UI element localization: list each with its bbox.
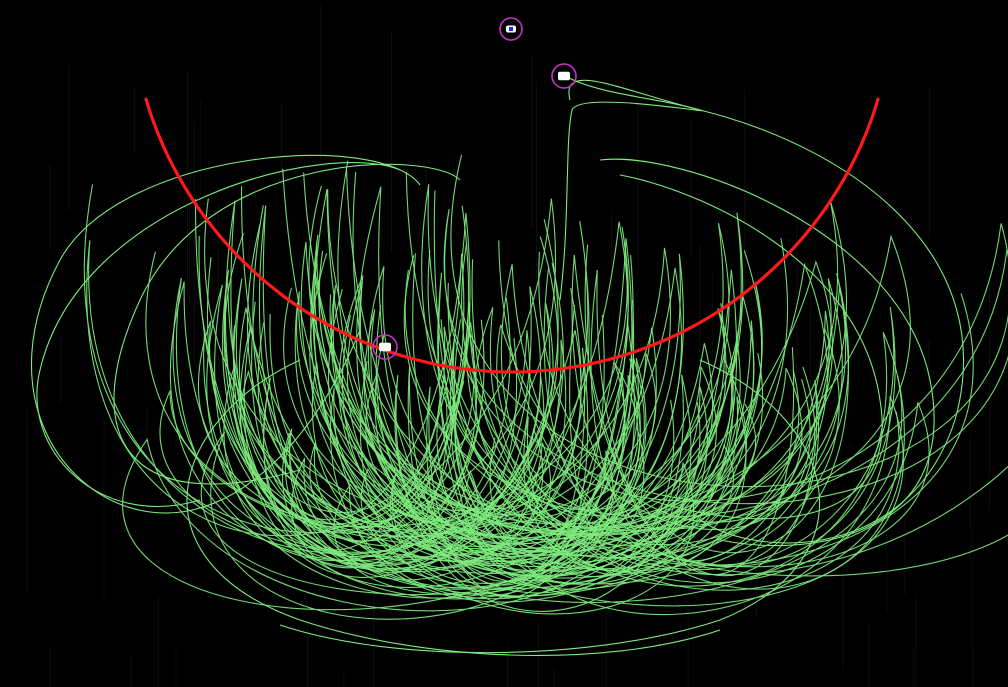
- tracked-markers: [372, 17, 577, 360]
- background-noise-streaks: [26, 2, 990, 687]
- trajectory-path: [36, 162, 401, 507]
- trajectory-path: [571, 244, 849, 577]
- marker-top: [499, 17, 523, 41]
- trajectory-path: [186, 359, 721, 657]
- marker-ring: [499, 17, 523, 41]
- marker-core: [558, 71, 570, 81]
- trajectory-path: [619, 174, 883, 520]
- trajectory-path: [311, 289, 641, 569]
- marker-ring: [551, 63, 577, 89]
- marker-accent: [509, 27, 513, 31]
- trajectory-path: [113, 163, 461, 485]
- trajectory-path: [222, 186, 478, 542]
- trajectory-path: [407, 253, 625, 598]
- trajectory-path: [31, 154, 421, 514]
- trajectory-path: [300, 160, 671, 522]
- marker-ring: [372, 334, 398, 360]
- marker-upper-right: [551, 63, 577, 89]
- trajectory-path: [404, 154, 1008, 518]
- trajectory-path: [279, 359, 821, 654]
- trajectory-path: [568, 79, 965, 544]
- trajectory-path: [223, 282, 747, 599]
- trajectory-lines: [31, 75, 1008, 657]
- trajectory-path: [283, 185, 911, 540]
- trajectory-path: [313, 171, 682, 563]
- trajectory-path: [433, 190, 635, 582]
- trajectory-path: [523, 266, 755, 576]
- trajectory-path: [327, 189, 755, 556]
- trajectory-path: [310, 167, 590, 535]
- trajectory-path: [599, 158, 935, 546]
- trajectory-connector: [559, 75, 703, 301]
- trajectory-path: [461, 243, 974, 584]
- marker-on-arc: [372, 334, 398, 360]
- trajectory-path: [239, 168, 554, 547]
- marker-core: [379, 342, 391, 352]
- red-boundary-arc: [144, 97, 880, 374]
